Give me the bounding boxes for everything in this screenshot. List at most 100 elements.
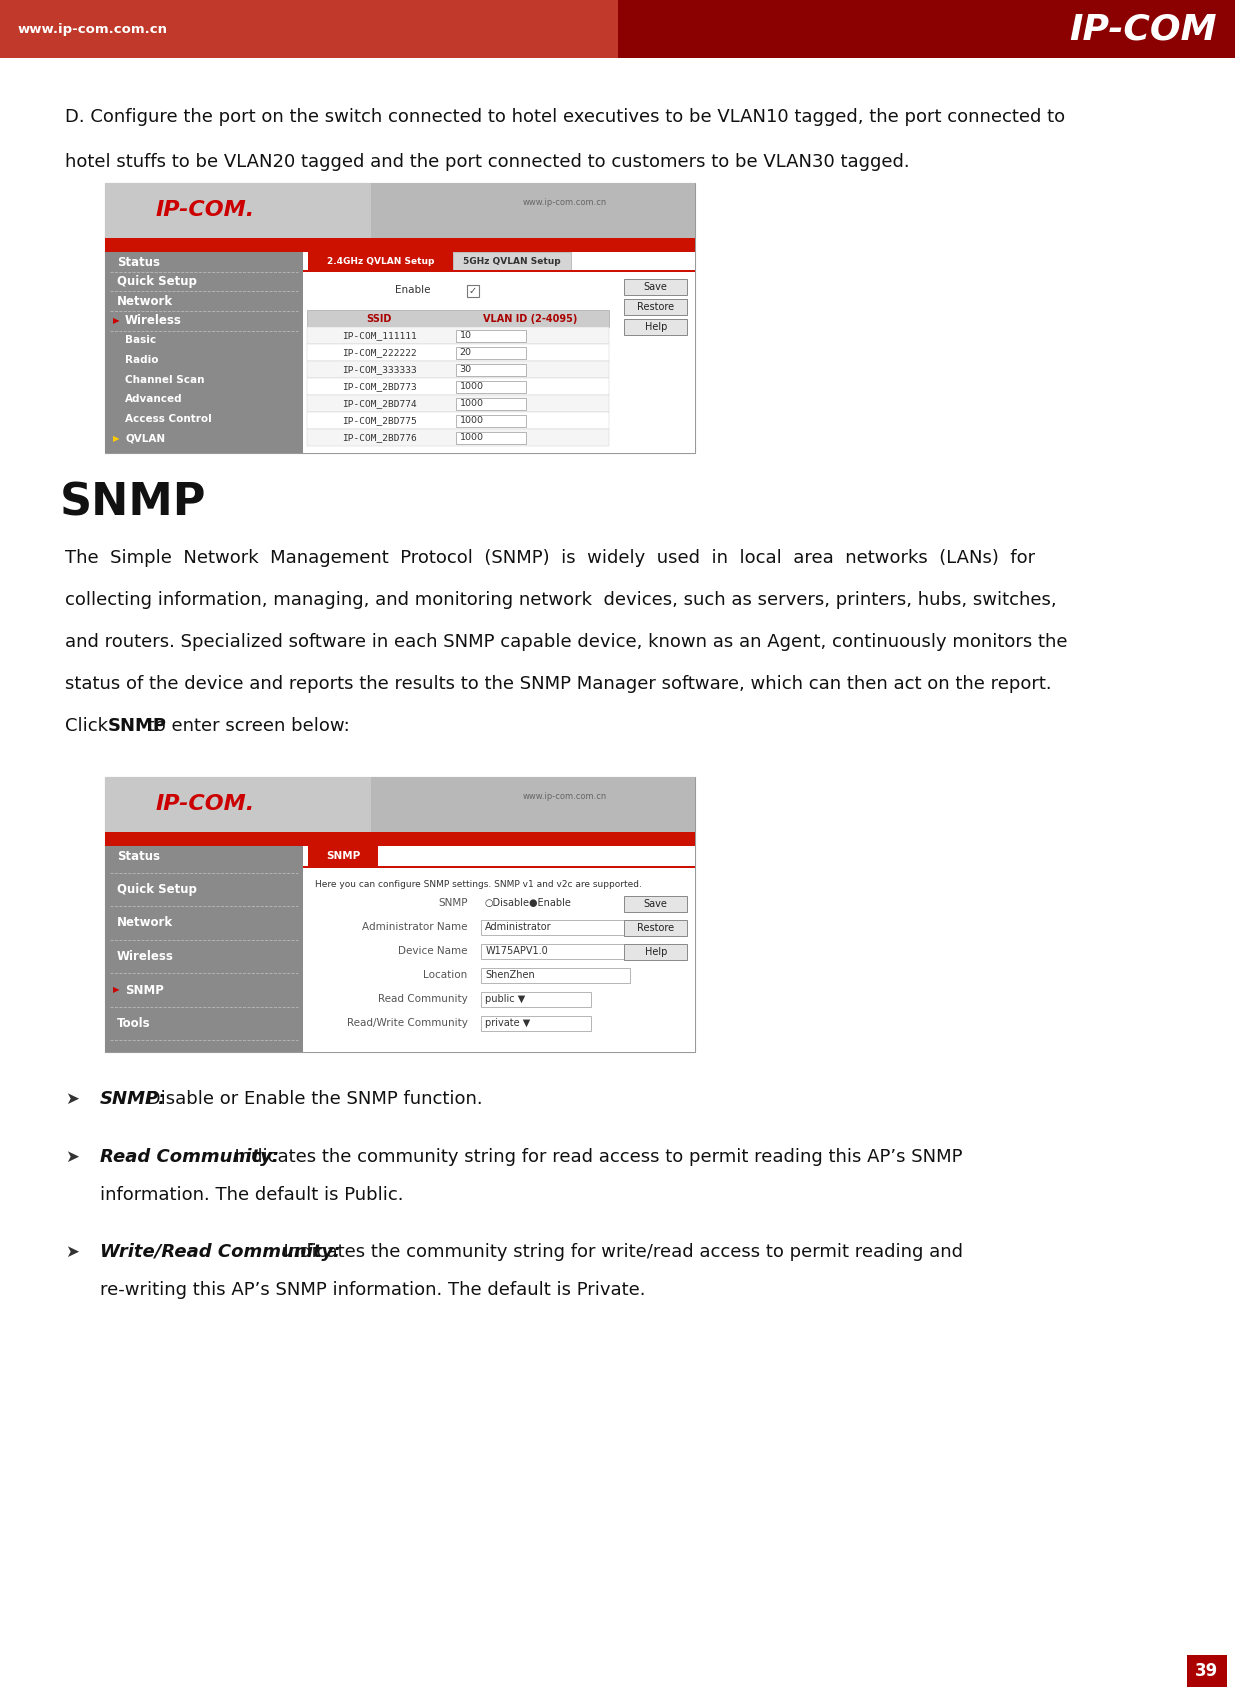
Text: 2.4GHz QVLAN Setup: 2.4GHz QVLAN Setup [326,256,433,265]
Bar [303,270,695,272]
Text: 30: 30 [459,365,472,373]
Text: SNMP: SNMP [61,480,206,524]
Bar [625,299,687,316]
Text: Advanced: Advanced [125,394,183,404]
Text: IP-COM.: IP-COM. [156,200,254,221]
Bar [625,319,687,334]
Text: SSID: SSID [367,314,391,324]
Text: SNMP: SNMP [109,718,167,735]
Text: IP-COM_2BD774: IP-COM_2BD774 [342,399,416,407]
Text: ▶: ▶ [112,316,120,326]
Text: Enable: Enable [395,285,430,295]
Bar [482,920,630,935]
Text: IP-COM_2BD775: IP-COM_2BD775 [342,416,416,424]
Text: Access Control: Access Control [125,414,211,424]
Bar [482,944,630,959]
Text: 1000: 1000 [459,433,484,441]
Text: Read Community:: Read Community: [100,1147,279,1166]
Text: Indicates the community string for read access to permit reading this AP’s SNMP: Indicates the community string for read … [224,1147,962,1166]
Bar [308,847,378,865]
Text: The  Simple  Network  Management  Protocol  (SNMP)  is  widely  used  in  local : The Simple Network Management Protocol (… [65,550,1035,567]
Text: Channel Scan: Channel Scan [125,375,205,385]
Text: ShenZhen: ShenZhen [485,971,535,979]
Text: Help: Help [645,947,667,957]
Bar [625,944,687,961]
Bar [370,183,695,238]
Bar [303,847,695,1052]
Text: status of the device and reports the results to the SNMP Manager software, which: status of the device and reports the res… [65,675,1052,692]
Text: www.ip-com.com.cn: www.ip-com.com.cn [524,792,608,801]
Bar [467,285,479,297]
Text: Network: Network [117,295,173,307]
Bar [453,251,571,270]
Text: Restore: Restore [637,923,674,933]
Text: IP-COM: IP-COM [1070,12,1216,46]
Text: Tools: Tools [117,1017,151,1030]
Text: www.ip-com.com.cn: www.ip-com.com.cn [524,199,608,207]
Bar [308,251,453,270]
Bar [482,1017,592,1032]
Text: Location: Location [424,971,467,979]
Bar [306,412,609,429]
Bar [303,865,695,867]
Text: Administrator Name: Administrator Name [362,921,467,932]
Bar [105,251,303,453]
Text: VLAN ID (2-4095): VLAN ID (2-4095) [483,314,578,324]
Text: Restore: Restore [637,302,674,312]
Text: SNMP:: SNMP: [100,1089,167,1108]
Bar [306,328,609,344]
Text: Wireless: Wireless [117,950,174,962]
Text: IP-COM.: IP-COM. [156,794,254,815]
Text: Here you can configure SNMP settings. SNMP v1 and v2c are supported.: Here you can configure SNMP settings. SN… [315,881,641,889]
Bar [482,967,630,983]
Text: Status: Status [117,850,161,862]
Bar [370,777,695,832]
Text: SNMP: SNMP [125,984,164,996]
Text: to enter screen below:: to enter screen below: [142,718,350,735]
Text: Basic: Basic [125,336,156,346]
Text: 39: 39 [1195,1661,1219,1680]
Text: Read/Write Community: Read/Write Community [347,1018,467,1028]
Bar [456,399,526,411]
Bar [456,416,526,428]
Bar [456,329,526,343]
Bar [306,311,609,328]
Bar [105,777,695,832]
Text: Quick Setup: Quick Setup [117,275,196,288]
Text: Wireless: Wireless [125,314,182,328]
Text: IP-COM_2BD773: IP-COM_2BD773 [342,382,416,390]
Text: IP-COM_333333: IP-COM_333333 [342,365,416,373]
Text: Save: Save [643,899,668,910]
Text: ▶: ▶ [112,986,120,994]
Bar [105,183,695,238]
Bar [306,378,609,395]
Bar [456,433,526,445]
Text: www.ip-com.com.cn: www.ip-com.com.cn [19,22,168,36]
Text: Read Community: Read Community [378,994,467,1005]
Text: Administrator: Administrator [485,921,552,932]
Text: IP-COM_2BD776: IP-COM_2BD776 [342,433,416,441]
Text: ▶: ▶ [112,434,120,443]
Bar [306,344,609,361]
Text: public ▼: public ▼ [485,994,525,1005]
Text: Quick Setup: Quick Setup [117,882,196,896]
Text: QVLAN: QVLAN [125,433,165,443]
Text: 10: 10 [459,331,472,339]
Bar [105,238,695,251]
Bar [456,382,526,394]
Bar [625,278,687,295]
Text: Click: Click [65,718,114,735]
Text: Device Name: Device Name [398,945,467,955]
Text: ✓: ✓ [469,287,477,295]
Bar [306,395,609,412]
Text: SNMP: SNMP [326,850,361,860]
Text: and routers. Specialized software in each SNMP capable device, known as an Agent: and routers. Specialized software in eac… [65,633,1067,652]
Text: 1000: 1000 [459,399,484,407]
Bar [306,429,609,446]
Bar [1187,1655,1228,1687]
Text: ○Disable●Enable: ○Disable●Enable [484,898,571,908]
Bar [105,777,695,1052]
Text: private ▼: private ▼ [485,1018,531,1028]
Text: Disable or Enable the SNMP function.: Disable or Enable the SNMP function. [141,1089,483,1108]
Bar [482,993,592,1006]
